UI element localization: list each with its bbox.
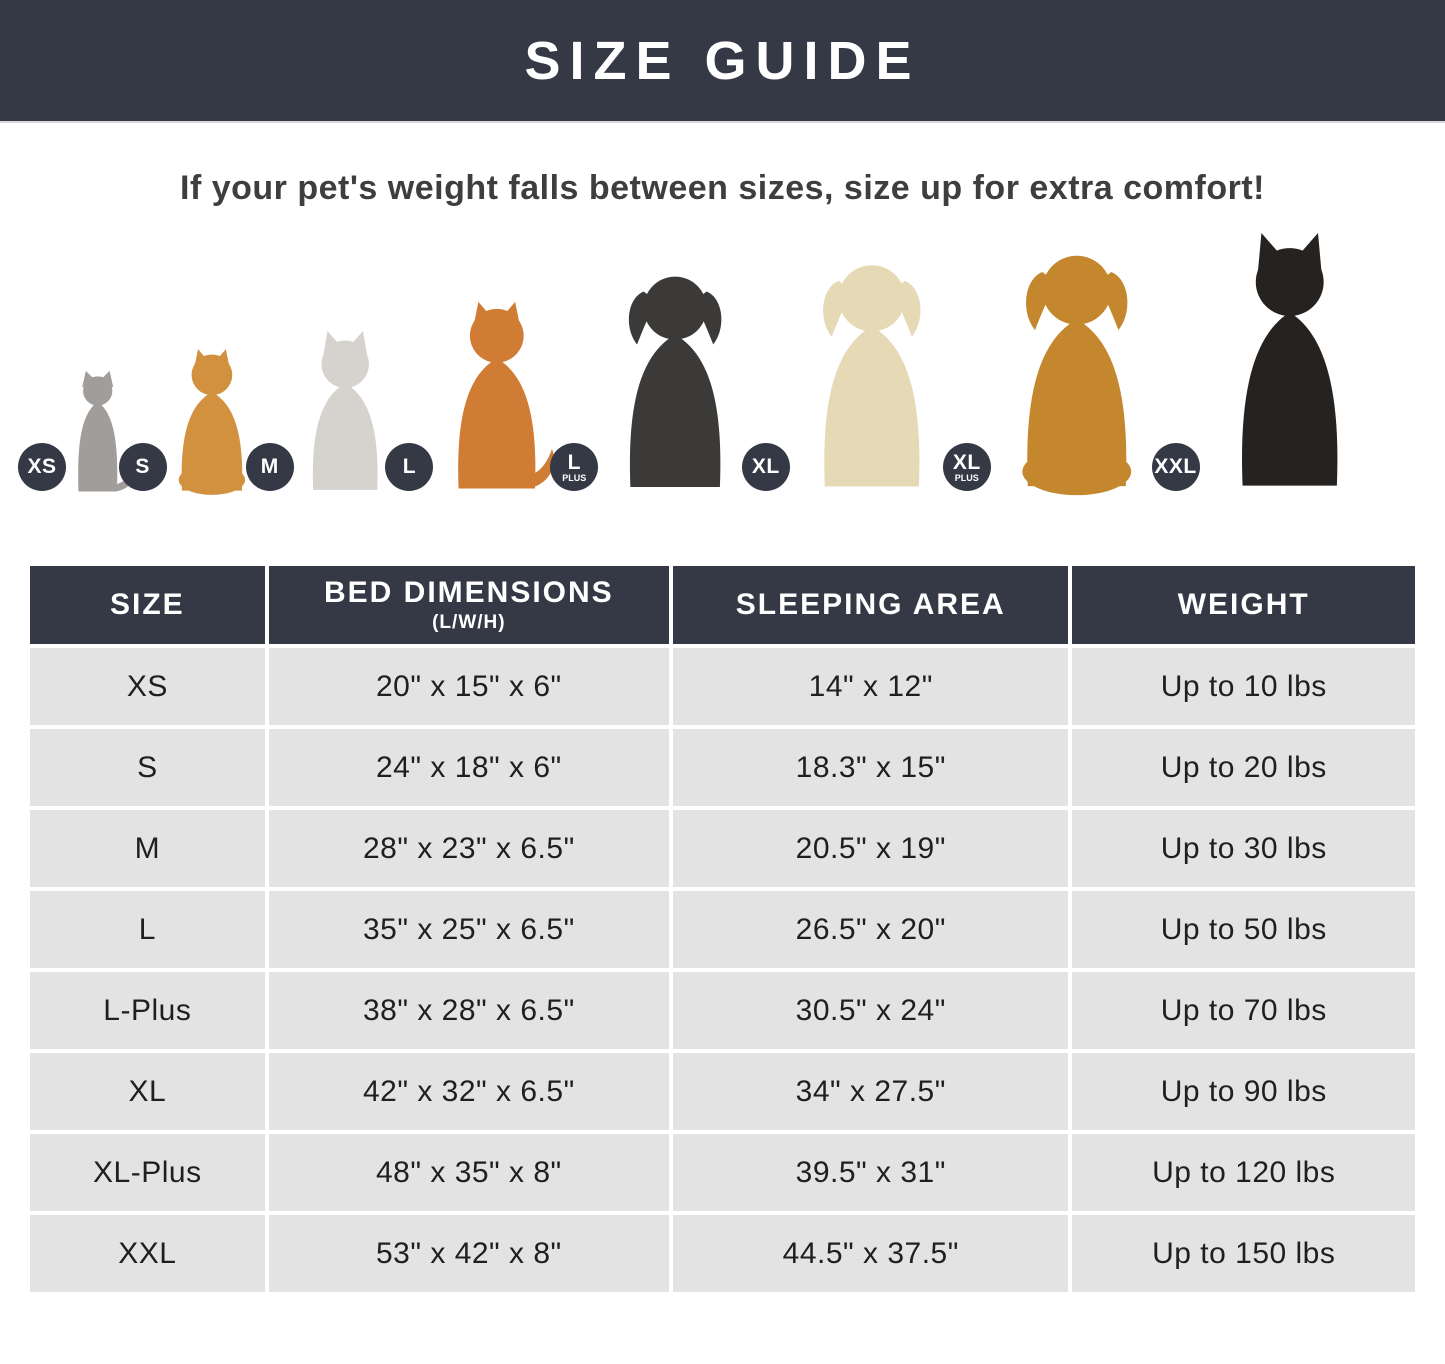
size-badge-l-plus: L PLUS xyxy=(550,443,599,491)
size-badge-xl: XL xyxy=(741,443,790,491)
table-row-xs: XS 20" x 15" x 6" 14" x 12" Up to 10 lbs xyxy=(30,648,1415,725)
border-collie-icon: L PLUS xyxy=(550,265,766,497)
french-bulldog-icon: M xyxy=(245,331,410,497)
pomeranian-icon: S xyxy=(118,347,271,497)
cell-size: S xyxy=(30,729,265,806)
size-badge-s: S xyxy=(118,443,167,491)
size-badge-xxl: XXL xyxy=(1151,443,1200,491)
column-header-bed-dimensions: BED DIMENSIONS (L/W/H) xyxy=(268,566,670,644)
cat-icon: XS xyxy=(18,369,143,497)
cell-size: XL xyxy=(30,1053,265,1130)
table-header-row: SIZE BED DIMENSIONS (L/W/H) SLEEPING ARE… xyxy=(30,566,1415,644)
table-row-m: M 28" x 23" x 6.5" 20.5" x 19" Up to 30 … xyxy=(30,810,1415,887)
pet-s: S xyxy=(118,347,271,502)
pet-xxl: XXL xyxy=(1151,233,1393,502)
cell-sleeping-area: 26.5" x 20" xyxy=(673,891,1069,968)
table-row-l-plus: L-Plus 38" x 28" x 6.5" 30.5" x 24" Up t… xyxy=(30,972,1415,1049)
pet-m: M xyxy=(245,331,410,502)
size-badge-xs: XS xyxy=(18,443,66,491)
pets-row: XS S xyxy=(0,230,1445,502)
cell-bed-dimensions: 53" x 42" x 8" xyxy=(268,1215,670,1292)
subtitle-text: If your pet's weight falls between sizes… xyxy=(180,169,1265,207)
cell-weight: Up to 50 lbs xyxy=(1072,891,1415,968)
cell-sleeping-area: 39.5" x 31" xyxy=(673,1134,1069,1211)
cell-bed-dimensions: 38" x 28" x 6.5" xyxy=(268,972,670,1049)
cell-bed-dimensions: 35" x 25" x 6.5" xyxy=(268,891,670,968)
header-banner: SIZE GUIDE xyxy=(0,0,1445,123)
cell-weight: Up to 10 lbs xyxy=(1072,648,1415,725)
table-row-s: S 24" x 18" x 6" 18.3" x 15" Up to 20 lb… xyxy=(30,729,1415,806)
cell-sleeping-area: 18.3" x 15" xyxy=(673,729,1069,806)
size-badge-l: L xyxy=(385,443,434,491)
cell-sleeping-area: 30.5" x 24" xyxy=(673,972,1069,1049)
cell-weight: Up to 30 lbs xyxy=(1072,810,1415,887)
cell-size: XXL xyxy=(30,1215,265,1292)
cell-bed-dimensions: 48" x 35" x 8" xyxy=(268,1134,670,1211)
cell-bed-dimensions: 42" x 32" x 6.5" xyxy=(268,1053,670,1130)
size-guide-page: SIZE GUIDE If your pet's weight falls be… xyxy=(0,0,1445,1292)
golden-retriever-icon: XL PLUS xyxy=(942,243,1177,497)
column-header-weight: WEIGHT xyxy=(1072,566,1415,644)
cell-weight: Up to 90 lbs xyxy=(1072,1053,1415,1130)
shiba-inu-icon: L xyxy=(385,299,575,497)
column-header-size: SIZE xyxy=(30,566,265,644)
cell-size: L xyxy=(30,891,265,968)
cell-weight: Up to 150 lbs xyxy=(1072,1215,1415,1292)
size-badge-xl-plus: XL PLUS xyxy=(942,443,991,491)
column-header-sleeping-area: SLEEPING AREA xyxy=(673,566,1069,644)
size-table: SIZE BED DIMENSIONS (L/W/H) SLEEPING ARE… xyxy=(30,566,1415,1292)
cell-bed-dimensions: 20" x 15" x 6" xyxy=(268,648,670,725)
cell-weight: Up to 20 lbs xyxy=(1072,729,1415,806)
cell-size: M xyxy=(30,810,265,887)
doberman-icon: XXL xyxy=(1151,233,1393,497)
cell-sleeping-area: 20.5" x 19" xyxy=(673,810,1069,887)
pet-xs: XS xyxy=(18,369,143,502)
pet-l-plus: L PLUS xyxy=(550,265,766,502)
pet-xl: XL xyxy=(741,253,968,502)
page-title: SIZE GUIDE xyxy=(524,30,921,91)
cell-sleeping-area: 34" x 27.5" xyxy=(673,1053,1069,1130)
table-row-xl-plus: XL-Plus 48" x 35" x 8" 39.5" x 31" Up to… xyxy=(30,1134,1415,1211)
labrador-icon: XL xyxy=(741,253,968,497)
table-row-xxl: XXL 53" x 42" x 8" 44.5" x 37.5" Up to 1… xyxy=(30,1215,1415,1292)
cell-bed-dimensions: 28" x 23" x 6.5" xyxy=(268,810,670,887)
cell-sleeping-area: 14" x 12" xyxy=(673,648,1069,725)
cell-size: XL-Plus xyxy=(30,1134,265,1211)
pet-xl-plus: XL PLUS xyxy=(942,243,1177,502)
cell-sleeping-area: 44.5" x 37.5" xyxy=(673,1215,1069,1292)
cell-bed-dimensions: 24" x 18" x 6" xyxy=(268,729,670,806)
size-badge-m: M xyxy=(245,443,294,491)
pet-l: L xyxy=(385,299,575,502)
cell-weight: Up to 120 lbs xyxy=(1072,1134,1415,1211)
cell-size: XS xyxy=(30,648,265,725)
table-row-xl: XL 42" x 32" x 6.5" 34" x 27.5" Up to 90… xyxy=(30,1053,1415,1130)
cell-size: L-Plus xyxy=(30,972,265,1049)
cell-weight: Up to 70 lbs xyxy=(1072,972,1415,1049)
table-row-l: L 35" x 25" x 6.5" 26.5" x 20" Up to 50 … xyxy=(30,891,1415,968)
